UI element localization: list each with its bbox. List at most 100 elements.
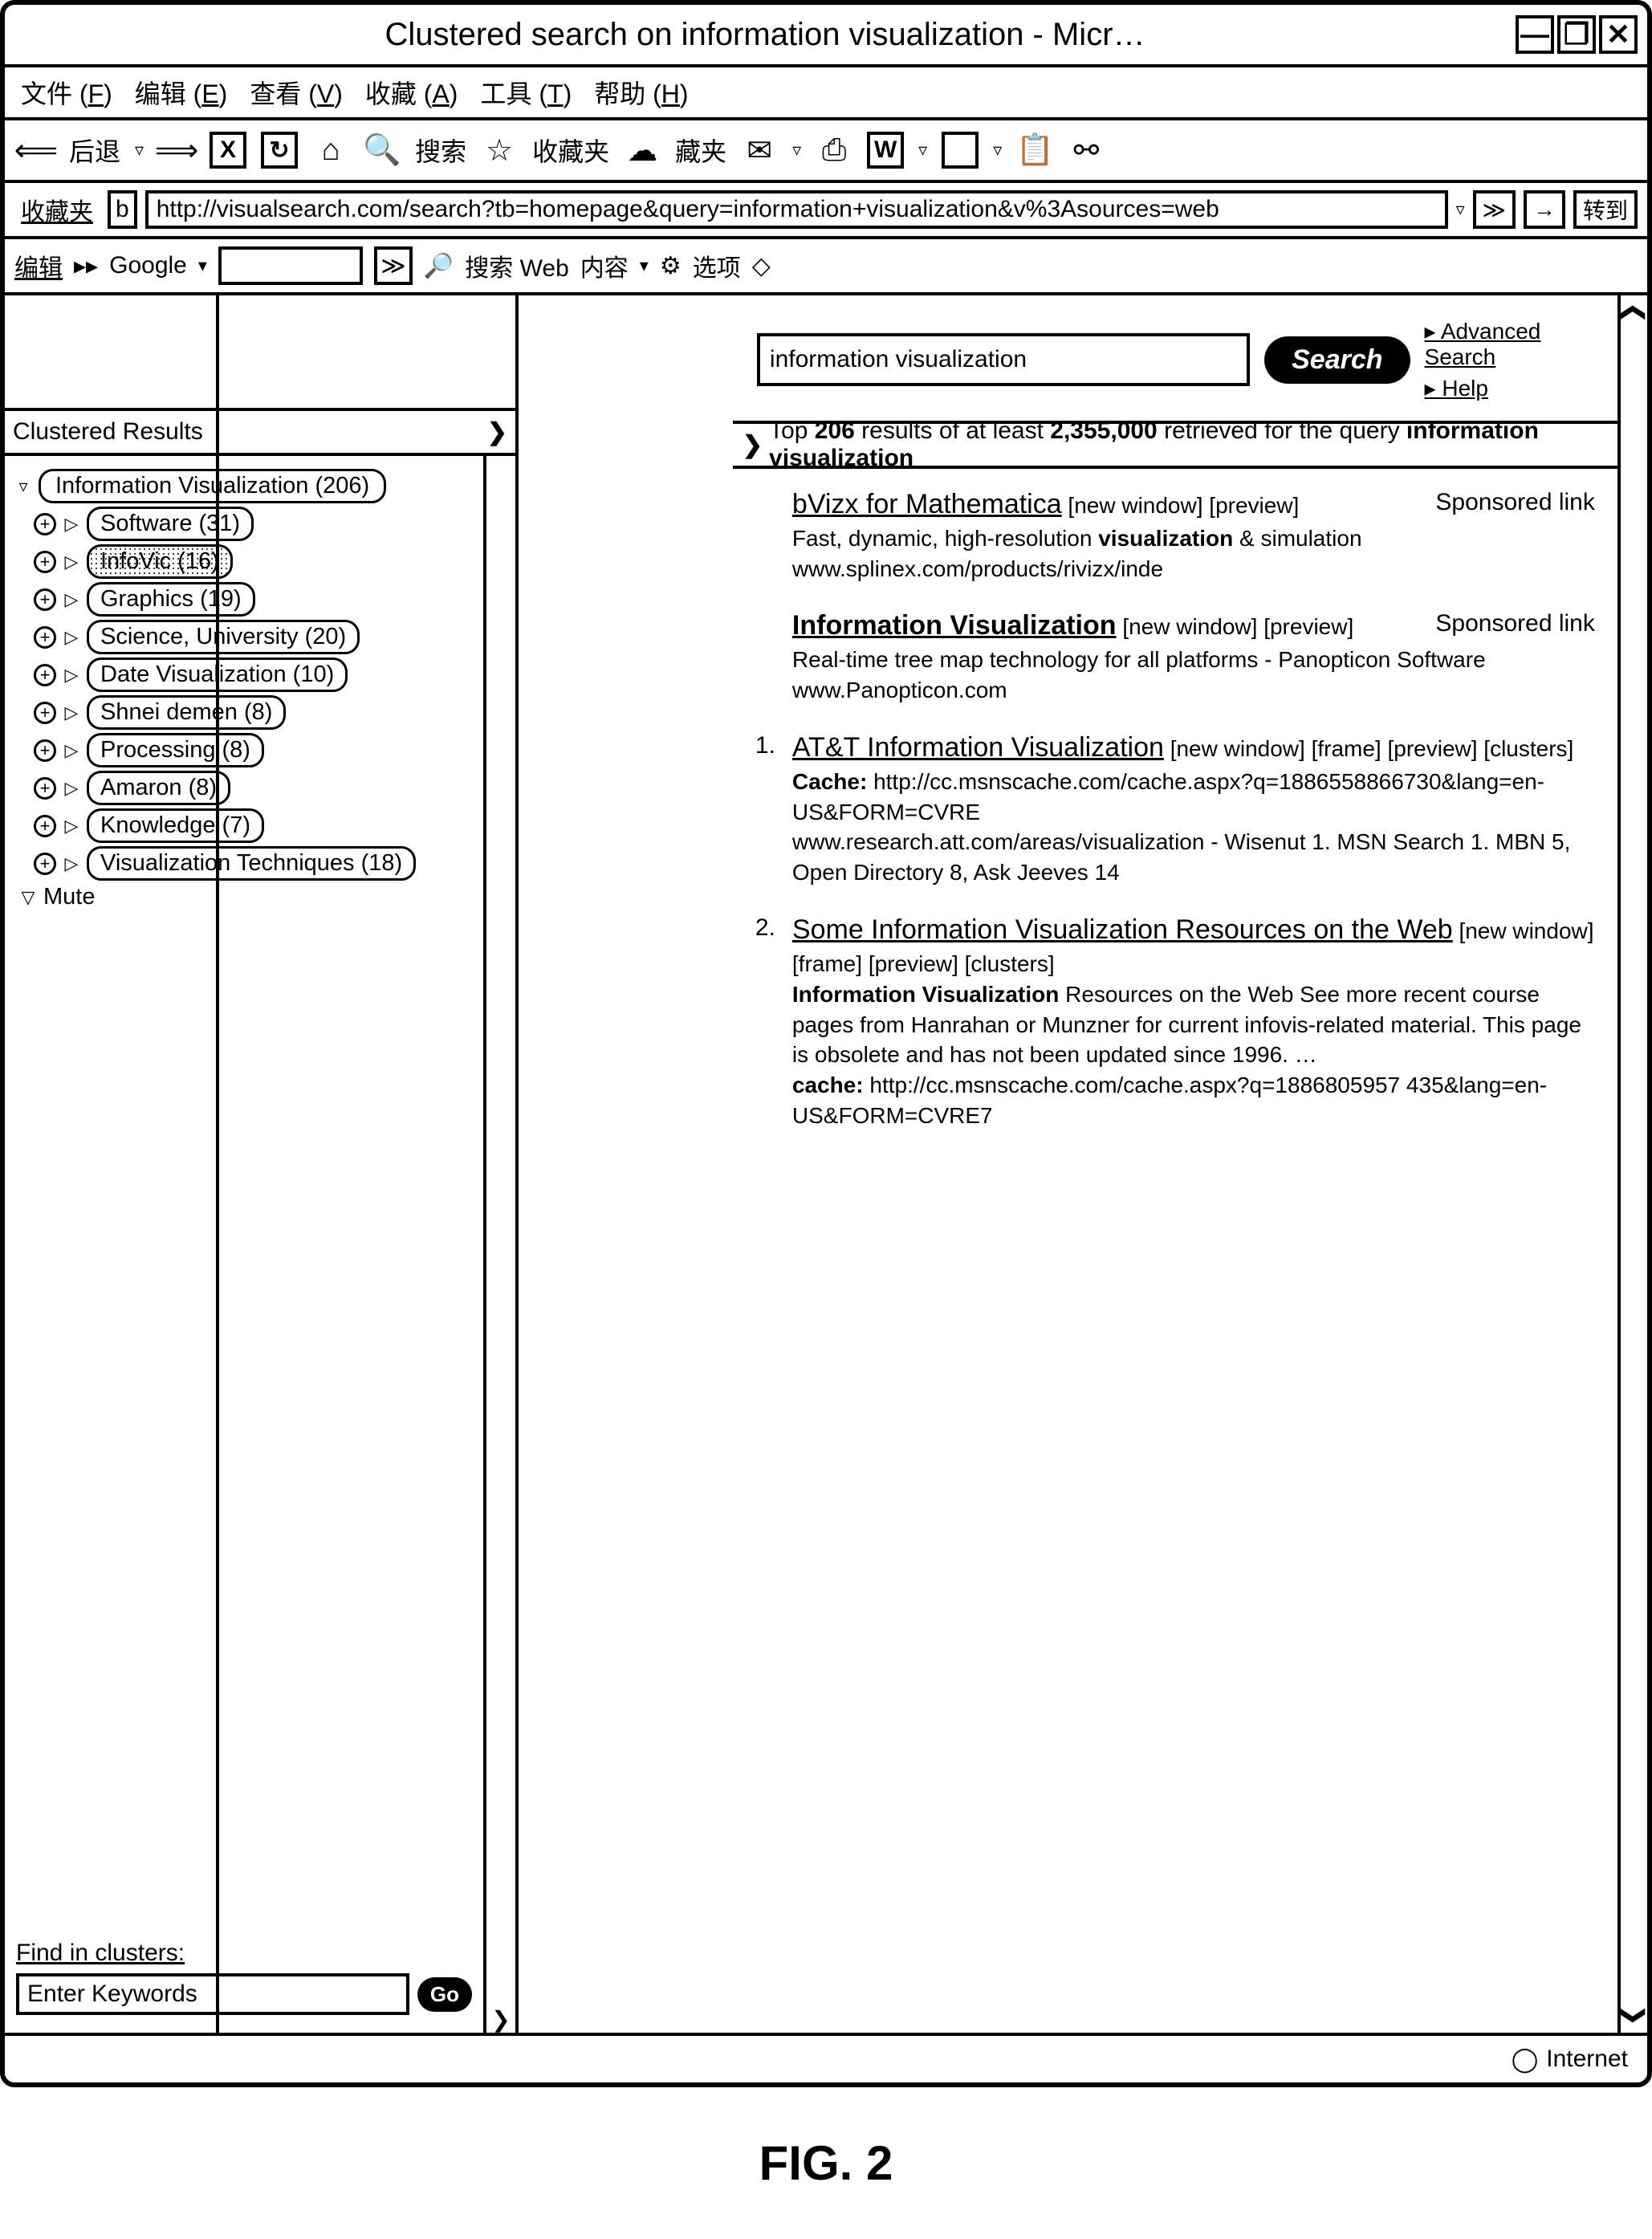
gb-options-icon[interactable]: ⚙: [660, 252, 682, 280]
back-label[interactable]: 后退: [69, 132, 120, 169]
go-prev-button[interactable]: ≫: [1473, 190, 1516, 229]
mail-dropdown-icon[interactable]: ▿: [792, 140, 801, 161]
menu-view[interactable]: 查看 (V): [250, 74, 343, 111]
word-icon[interactable]: W: [867, 132, 904, 169]
tree-expand-icon[interactable]: +: [34, 588, 56, 611]
gb-content-label[interactable]: 内容: [580, 248, 629, 283]
tree-node-viztech[interactable]: Visualization Techniques (18): [87, 846, 416, 881]
find-keywords-input[interactable]: Enter Keywords: [16, 1973, 409, 2015]
mail-icon[interactable]: ✉: [741, 132, 778, 169]
gb-options-tri-icon[interactable]: ◇: [752, 252, 771, 280]
tree-tri-icon[interactable]: ▷: [61, 552, 82, 572]
blank-dropdown-icon[interactable]: ▿: [993, 140, 1002, 161]
tree-root-toggle-icon[interactable]: ▿: [13, 476, 34, 497]
tree-expand-icon[interactable]: +: [34, 702, 56, 724]
advanced-search-link[interactable]: Advanced Search: [1425, 318, 1593, 370]
stop-icon[interactable]: X: [210, 132, 246, 169]
star-icon[interactable]: ☆: [481, 132, 518, 169]
scroll-down-icon[interactable]: ❯: [491, 2006, 510, 2033]
help-link[interactable]: Help: [1425, 375, 1593, 401]
tree-tri-icon[interactable]: ▷: [61, 853, 82, 874]
refresh-icon[interactable]: ↻: [261, 132, 298, 169]
gb-google-label[interactable]: Google: [109, 252, 187, 279]
close-button[interactable]: ✕: [1599, 15, 1638, 54]
url-field[interactable]: http://visualsearch.com/search?tb=homepa…: [145, 190, 1448, 229]
tree-expand-icon[interactable]: +: [34, 513, 56, 535]
url-dropdown-icon[interactable]: ▿: [1456, 199, 1465, 220]
word-dropdown-icon[interactable]: ▿: [918, 140, 927, 161]
scroll-up-icon[interactable]: ❮: [1617, 299, 1647, 326]
tree-node-infovic[interactable]: InfoVic (16): [87, 544, 233, 579]
tree-expand-icon[interactable]: +: [34, 853, 56, 875]
tree-node-knowledge[interactable]: Knowledge (7): [87, 808, 264, 843]
tree-tri-icon[interactable]: ▷: [61, 627, 82, 648]
tree-tri-icon[interactable]: ▷: [61, 589, 82, 610]
main-scrollbar[interactable]: ❮ ❯: [1617, 295, 1647, 2033]
favorites-label[interactable]: 收藏夹: [532, 132, 609, 169]
tree-expand-icon[interactable]: +: [34, 626, 56, 649]
tree-node-processing[interactable]: Processing (8): [87, 733, 264, 767]
tree-expand-icon[interactable]: +: [34, 815, 56, 837]
print-icon[interactable]: ⎙: [816, 132, 852, 169]
result-title-link[interactable]: bVizx for Mathematica: [792, 489, 1062, 519]
minimize-button[interactable]: —: [1516, 15, 1554, 54]
tree-node-software[interactable]: Software (31): [87, 507, 254, 541]
tree-node-amaron[interactable]: Amaron (8): [87, 771, 230, 805]
tree-tri-icon[interactable]: ▷: [61, 778, 82, 799]
search-icon[interactable]: 🔍: [364, 132, 401, 169]
menu-tools[interactable]: 工具 (T): [480, 74, 572, 111]
tree-node-graphics[interactable]: Graphics (19): [87, 582, 255, 617]
search-label[interactable]: 搜索: [415, 132, 466, 169]
back-dropdown-icon[interactable]: ▿: [135, 140, 144, 161]
tree-root-node[interactable]: Information Visualization (206): [39, 469, 386, 503]
tree-expand-icon[interactable]: +: [34, 664, 56, 686]
bookmark-b-button[interactable]: b: [108, 190, 137, 229]
scroll-down-icon[interactable]: ❯: [1617, 2002, 1647, 2029]
tree-node-science[interactable]: Science, University (20): [87, 620, 360, 654]
gb-options-label[interactable]: 选项: [693, 248, 741, 283]
forward-icon[interactable]: ⟹: [158, 132, 195, 169]
tree-tri-icon[interactable]: ▷: [61, 665, 82, 686]
gb-search-web-label[interactable]: 搜索 Web: [465, 248, 568, 283]
gb-google-dropdown-icon[interactable]: ▾: [198, 255, 207, 276]
cluster-header-arrow-icon[interactable]: ❯: [487, 418, 507, 446]
find-go-button[interactable]: Go: [417, 1977, 472, 2012]
tree-expand-icon[interactable]: +: [34, 739, 56, 762]
tree-mute-label[interactable]: Mute: [43, 884, 95, 910]
tree-node-shneiderman[interactable]: Shnei demen (8): [87, 695, 286, 730]
menu-help[interactable]: 帮助 (H): [594, 74, 688, 111]
favorites-bar-label[interactable]: 收藏夹: [14, 192, 100, 227]
search-button[interactable]: Search: [1264, 336, 1410, 384]
cluster-scrollbar[interactable]: ❯: [483, 456, 515, 2033]
result-title-link[interactable]: AT&T Information Visualization: [792, 732, 1164, 763]
menu-edit[interactable]: 编辑 (E): [135, 74, 228, 111]
results-hdr-arrow-icon[interactable]: ❯: [743, 431, 763, 459]
query-input[interactable]: information visualization: [757, 333, 1250, 386]
link-icon[interactable]: ⚯: [1068, 132, 1105, 169]
cangjia-label[interactable]: 藏夹: [675, 132, 726, 169]
go-next-button[interactable]: →: [1524, 190, 1565, 229]
menu-favorites[interactable]: 收藏 (A): [365, 74, 458, 111]
gb-search-web-icon[interactable]: 🔎: [424, 252, 454, 280]
gb-forward-icon[interactable]: ▸▸: [74, 252, 98, 280]
cloud-icon[interactable]: ☁: [624, 132, 661, 169]
tree-tri-icon[interactable]: ▷: [61, 702, 82, 723]
gb-query-input[interactable]: [218, 246, 363, 285]
home-icon[interactable]: ⌂: [312, 132, 349, 169]
clipboard-icon[interactable]: 📋: [1016, 132, 1053, 169]
maximize-button[interactable]: ❐: [1557, 15, 1596, 54]
back-icon[interactable]: ⟸: [18, 132, 55, 169]
gb-edit-label[interactable]: 编辑: [14, 248, 63, 283]
tree-tri-icon[interactable]: ▷: [61, 740, 82, 761]
result-title-link[interactable]: Information Visualization: [792, 610, 1117, 641]
blank-icon[interactable]: [942, 132, 979, 169]
gb-query-dropdown[interactable]: ≫: [374, 246, 413, 285]
tree-tri-icon[interactable]: ▷: [61, 816, 82, 837]
tree-expand-icon[interactable]: +: [34, 551, 56, 573]
tree-mute-icon[interactable]: ▽: [18, 887, 39, 908]
go-button[interactable]: 转到: [1573, 190, 1638, 229]
tree-node-datevis[interactable]: Date Visualization (10): [87, 657, 348, 692]
menu-file[interactable]: 文件 (F): [21, 74, 112, 111]
tree-tri-icon[interactable]: ▷: [61, 514, 82, 535]
tree-expand-icon[interactable]: +: [34, 777, 56, 800]
